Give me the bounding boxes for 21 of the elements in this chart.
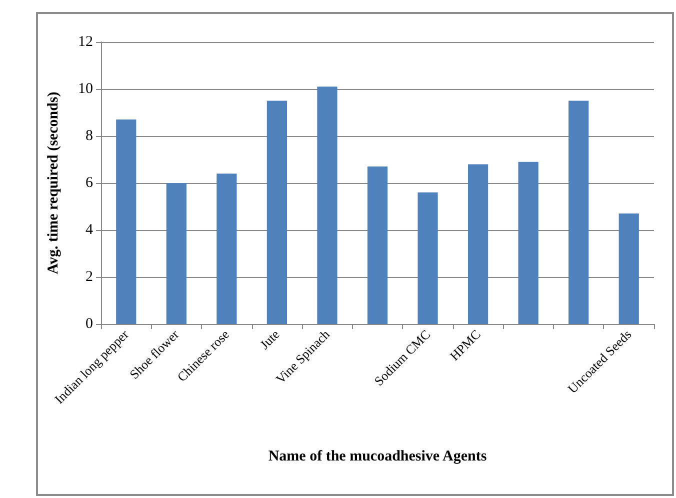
y-tick-label: 0	[86, 316, 93, 332]
y-tick-label: 6	[86, 175, 94, 191]
bar	[568, 100, 589, 324]
bar	[266, 100, 288, 324]
bar	[618, 214, 639, 324]
bar	[166, 183, 186, 324]
bar	[216, 174, 237, 324]
y-tick-label: 2	[86, 269, 93, 285]
y-axis-title: Avg. time required (seconds)	[46, 92, 62, 274]
bar	[518, 162, 538, 324]
bar	[418, 192, 438, 324]
bar	[468, 164, 488, 324]
y-tick-label: 8	[86, 128, 93, 144]
bar	[116, 120, 136, 324]
y-tick-label: 4	[86, 222, 94, 238]
bar	[317, 86, 338, 324]
y-tick-label: 10	[78, 81, 93, 97]
x-axis-title: Name of the mucoadhesive Agents	[268, 448, 487, 464]
bar	[367, 166, 388, 324]
y-tick-label: 12	[78, 34, 93, 50]
x-tick-label: Jute	[256, 326, 282, 352]
